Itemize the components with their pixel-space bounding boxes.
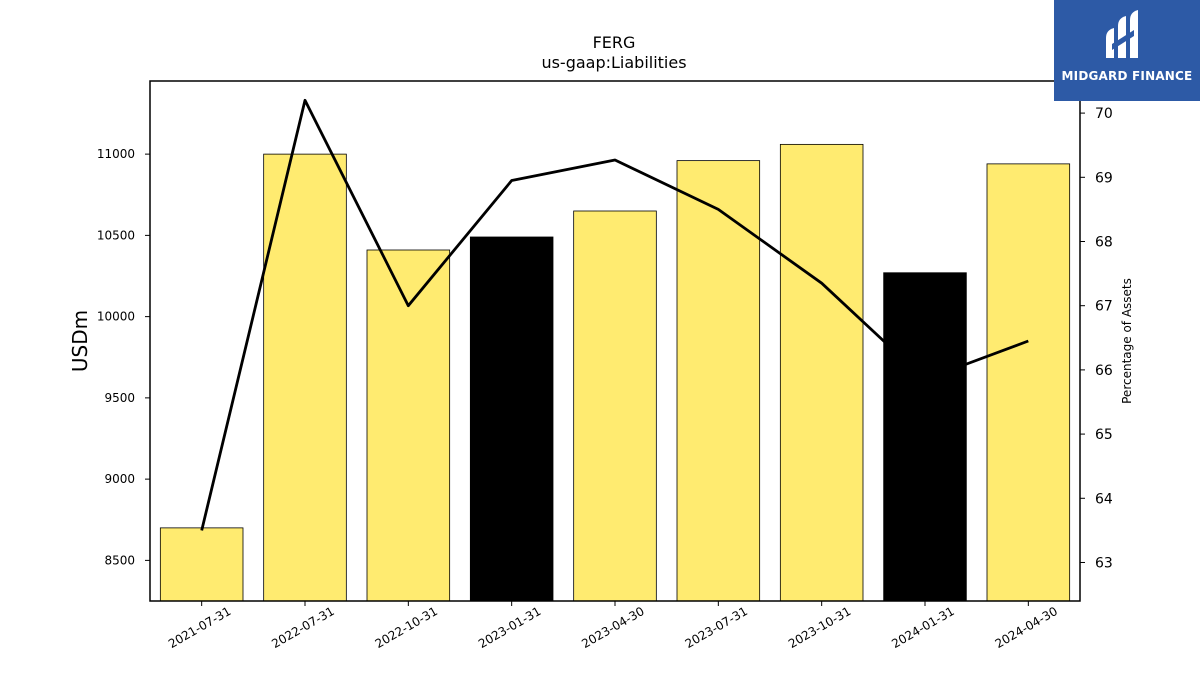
y-tick-label: 9500 bbox=[104, 391, 135, 405]
y-axis: 8500 9000 9500 10000 10500 11000 bbox=[97, 147, 150, 567]
logo-text: MIDGARD FINANCE bbox=[1061, 69, 1193, 83]
bar-2023-01-31 bbox=[469, 236, 554, 602]
bar-2021-07-31 bbox=[159, 527, 244, 602]
midgard-finance-logo: MIDGARD FINANCE bbox=[1054, 0, 1200, 101]
y2-tick-label: 68 bbox=[1095, 234, 1113, 250]
y-tick-label: 10000 bbox=[97, 310, 135, 324]
x-tick-label: 2022-10-31 bbox=[373, 604, 440, 651]
x-tick-label: 2023-01-31 bbox=[476, 604, 543, 651]
y-tick-label: 11000 bbox=[97, 147, 135, 161]
y2-tick-label: 69 bbox=[1095, 170, 1113, 186]
y2-axis: 63 64 65 66 67 68 69 70 bbox=[1080, 106, 1113, 571]
x-tick-label: 2023-07-31 bbox=[683, 604, 750, 651]
bar-2024-01-31 bbox=[883, 272, 967, 602]
y-tick-label: 9000 bbox=[104, 472, 135, 486]
logo-mark-icon bbox=[1106, 10, 1138, 58]
y2-tick-label: 66 bbox=[1095, 363, 1113, 379]
y2-axis-label: Percentage of Assets bbox=[1120, 278, 1134, 404]
y-tick-label: 10500 bbox=[97, 228, 135, 242]
bar-2024-04-30 bbox=[986, 163, 1071, 602]
y2-tick-label: 63 bbox=[1095, 555, 1113, 571]
bar-2023-10-31 bbox=[779, 143, 864, 602]
y-axis-label: USDm bbox=[68, 310, 92, 372]
chart-title: FERG bbox=[593, 33, 636, 52]
percentage-of-assets-line bbox=[200, 98, 1029, 531]
x-tick-label: 2024-04-30 bbox=[993, 604, 1060, 651]
bar-2023-04-30 bbox=[573, 210, 657, 602]
bar-2023-07-31 bbox=[676, 160, 761, 602]
y2-tick-label: 64 bbox=[1095, 491, 1113, 507]
x-tick-label: 2023-10-31 bbox=[786, 604, 853, 651]
x-tick-label: 2024-01-31 bbox=[889, 604, 956, 651]
y2-tick-label: 67 bbox=[1095, 299, 1113, 315]
x-tick-label: 2021-07-31 bbox=[166, 604, 233, 651]
line-group bbox=[200, 98, 1029, 531]
bar-2022-10-31 bbox=[366, 249, 451, 602]
bars-group bbox=[159, 143, 1071, 602]
x-tick-label: 2023-04-30 bbox=[579, 604, 646, 651]
y2-tick-label: 70 bbox=[1095, 106, 1113, 122]
bar-2022-07-31 bbox=[263, 153, 347, 602]
chart-subtitle: us-gaap:Liabilities bbox=[541, 53, 686, 72]
y2-tick-label: 65 bbox=[1095, 427, 1113, 443]
x-tick-label: 2022-07-31 bbox=[269, 604, 336, 651]
y-tick-label: 8500 bbox=[104, 553, 135, 567]
x-axis: 2021-07-31 2022-07-31 2022-10-31 2023-01-31… bbox=[166, 601, 1060, 651]
